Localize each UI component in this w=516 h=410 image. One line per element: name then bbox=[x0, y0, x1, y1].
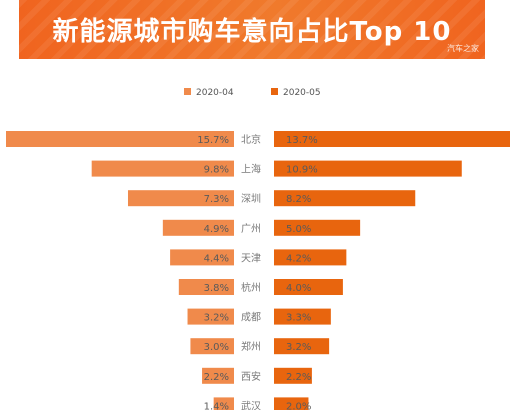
bar-2020-05-上海 bbox=[274, 160, 462, 177]
bar-2020-05-郑州 bbox=[274, 338, 330, 355]
bar-2020-05-深圳 bbox=[274, 190, 416, 207]
category-label-杭州: 杭州 bbox=[241, 281, 261, 294]
data-label-2020-05-西安: 2.2% bbox=[286, 372, 311, 383]
bar-2020-05-北京 bbox=[274, 131, 510, 147]
data-label-2020-04-西安: 2.2% bbox=[204, 372, 229, 383]
data-label-2020-04-杭州: 3.8% bbox=[204, 283, 229, 294]
data-label-2020-05-广州: 5.0% bbox=[286, 224, 311, 235]
bar-2020-04-西安 bbox=[202, 367, 234, 384]
data-label-2020-04-天津: 4.4% bbox=[204, 253, 229, 264]
legend-label-2020-04: 2020-04 bbox=[196, 88, 234, 98]
data-label-2020-05-北京: 13.7% bbox=[286, 135, 318, 146]
series-2020-05-bars bbox=[274, 131, 510, 410]
category-label-成都: 成都 bbox=[241, 312, 261, 324]
bar-2020-05-成都 bbox=[274, 308, 331, 325]
bar-2020-05-西安 bbox=[274, 367, 312, 384]
bar-2020-04-上海 bbox=[91, 160, 235, 177]
data-label-2020-04-武汉: 1.4% bbox=[204, 401, 229, 410]
category-label-西安: 西安 bbox=[241, 370, 261, 383]
legend-swatch-2020-05 bbox=[271, 88, 278, 95]
data-label-2020-04-广州: 4.9% bbox=[204, 224, 229, 235]
bar-2020-04-广州 bbox=[162, 219, 234, 236]
legend-label-2020-05: 2020-05 bbox=[283, 88, 321, 98]
bar-2020-05-广州 bbox=[274, 219, 361, 236]
data-label-2020-05-深圳: 8.2% bbox=[286, 194, 311, 205]
data-label-2020-05-上海: 10.9% bbox=[286, 165, 318, 176]
bar-2020-05-天津 bbox=[274, 249, 347, 266]
bar-2020-04-天津 bbox=[170, 249, 234, 266]
legend-swatch-2020-04 bbox=[184, 88, 191, 95]
data-label-2020-05-成都: 3.3% bbox=[286, 313, 311, 324]
category-label-上海: 上海 bbox=[241, 163, 261, 176]
data-labels: 15.7% 北京 13.7% 9.8% 上海 10.9% 7.3% 深圳 8.2% 4.9% 广州 5… bbox=[197, 133, 318, 410]
bar-2020-04-北京 bbox=[6, 131, 234, 147]
data-label-2020-05-天津: 4.2% bbox=[286, 253, 311, 264]
bar-2020-05-杭州 bbox=[274, 279, 343, 295]
banner-pattern bbox=[19, 0, 485, 59]
bar-2020-04-成都 bbox=[187, 308, 234, 325]
title-banner: 新能源城市购车意向占比Top 10 汽车之家 bbox=[19, 0, 485, 59]
data-label-2020-05-武汉: 2.0% bbox=[286, 401, 311, 410]
data-label-2020-05-杭州: 4.0% bbox=[286, 283, 311, 294]
bar-2020-04-武汉 bbox=[213, 397, 234, 410]
category-label-深圳: 深圳 bbox=[241, 193, 261, 205]
category-label-北京: 北京 bbox=[241, 133, 261, 146]
bar-2020-04-深圳 bbox=[127, 190, 234, 207]
bar-2020-04-郑州 bbox=[190, 338, 234, 355]
bar-2020-05-武汉 bbox=[274, 397, 309, 410]
data-label-2020-04-深圳: 7.3% bbox=[204, 194, 229, 205]
chart-title: 新能源城市购车意向占比Top 10 bbox=[52, 17, 452, 47]
data-label-2020-04-成都: 3.2% bbox=[204, 313, 229, 324]
data-label-2020-04-北京: 15.7% bbox=[197, 135, 229, 146]
watermark: 汽车之家 bbox=[447, 44, 479, 53]
data-label-2020-05-郑州: 3.2% bbox=[286, 342, 311, 353]
bar-2020-04-杭州 bbox=[178, 279, 234, 295]
data-label-2020-04-上海: 9.8% bbox=[204, 165, 229, 176]
category-label-天津: 天津 bbox=[241, 252, 261, 264]
legend: 2020-04 2020-05 bbox=[184, 88, 321, 98]
series-2020-04-bars bbox=[6, 131, 235, 410]
category-label-武汉: 武汉 bbox=[241, 399, 261, 410]
category-label-郑州: 郑州 bbox=[241, 340, 261, 353]
category-label-广州: 广州 bbox=[241, 223, 261, 235]
data-label-2020-04-郑州: 3.0% bbox=[204, 342, 229, 353]
